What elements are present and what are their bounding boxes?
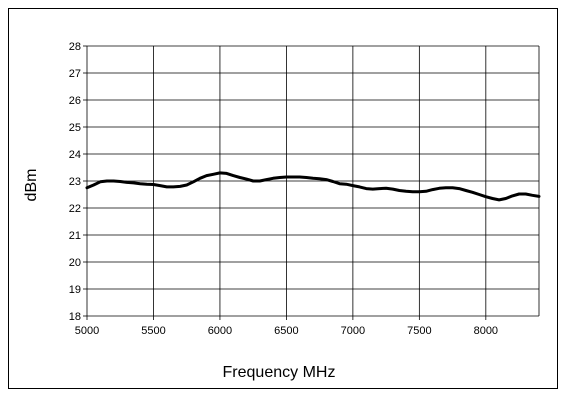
x-tick-label: 5500 [141, 325, 165, 337]
line-chart: 18 19 20 21 22 23 24 25 26 27 28 5000 5500 6000 6500 70… [23, 41, 541, 381]
series-layer [85, 171, 541, 202]
x-axis-title: Frequency MHz [223, 364, 336, 381]
y-tick-label: 20 [69, 257, 81, 269]
y-tick-label: 28 [69, 41, 81, 53]
y-tick-label: 18 [69, 311, 81, 323]
y-tick-label: 22 [69, 203, 81, 215]
y-tick-label: 26 [69, 95, 81, 107]
y-tick-label: 21 [69, 230, 81, 242]
y-tick-label: 19 [69, 284, 81, 296]
x-tick-label: 7000 [341, 325, 365, 337]
series-line [85, 171, 541, 202]
y-tick-label: 27 [69, 68, 81, 80]
x-tick-label: 6000 [208, 325, 232, 337]
x-tick-label: 7500 [407, 325, 431, 337]
tick-labels: 18 19 20 21 22 23 24 25 26 27 28 5000 5500 6000 6500 70… [69, 41, 498, 337]
y-tick-label: 24 [69, 149, 81, 161]
y-tick-label: 23 [69, 176, 81, 188]
y-axis-title: dBm [23, 169, 40, 202]
y-tick-label: 25 [69, 122, 81, 134]
chart-frame: 18 19 20 21 22 23 24 25 26 27 28 5000 5500 6000 6500 70… [8, 8, 558, 389]
x-tick-label: 6500 [274, 325, 298, 337]
x-tick-label: 5000 [75, 325, 99, 337]
x-tick-label: 8000 [474, 325, 498, 337]
grid-lines [83, 45, 540, 320]
